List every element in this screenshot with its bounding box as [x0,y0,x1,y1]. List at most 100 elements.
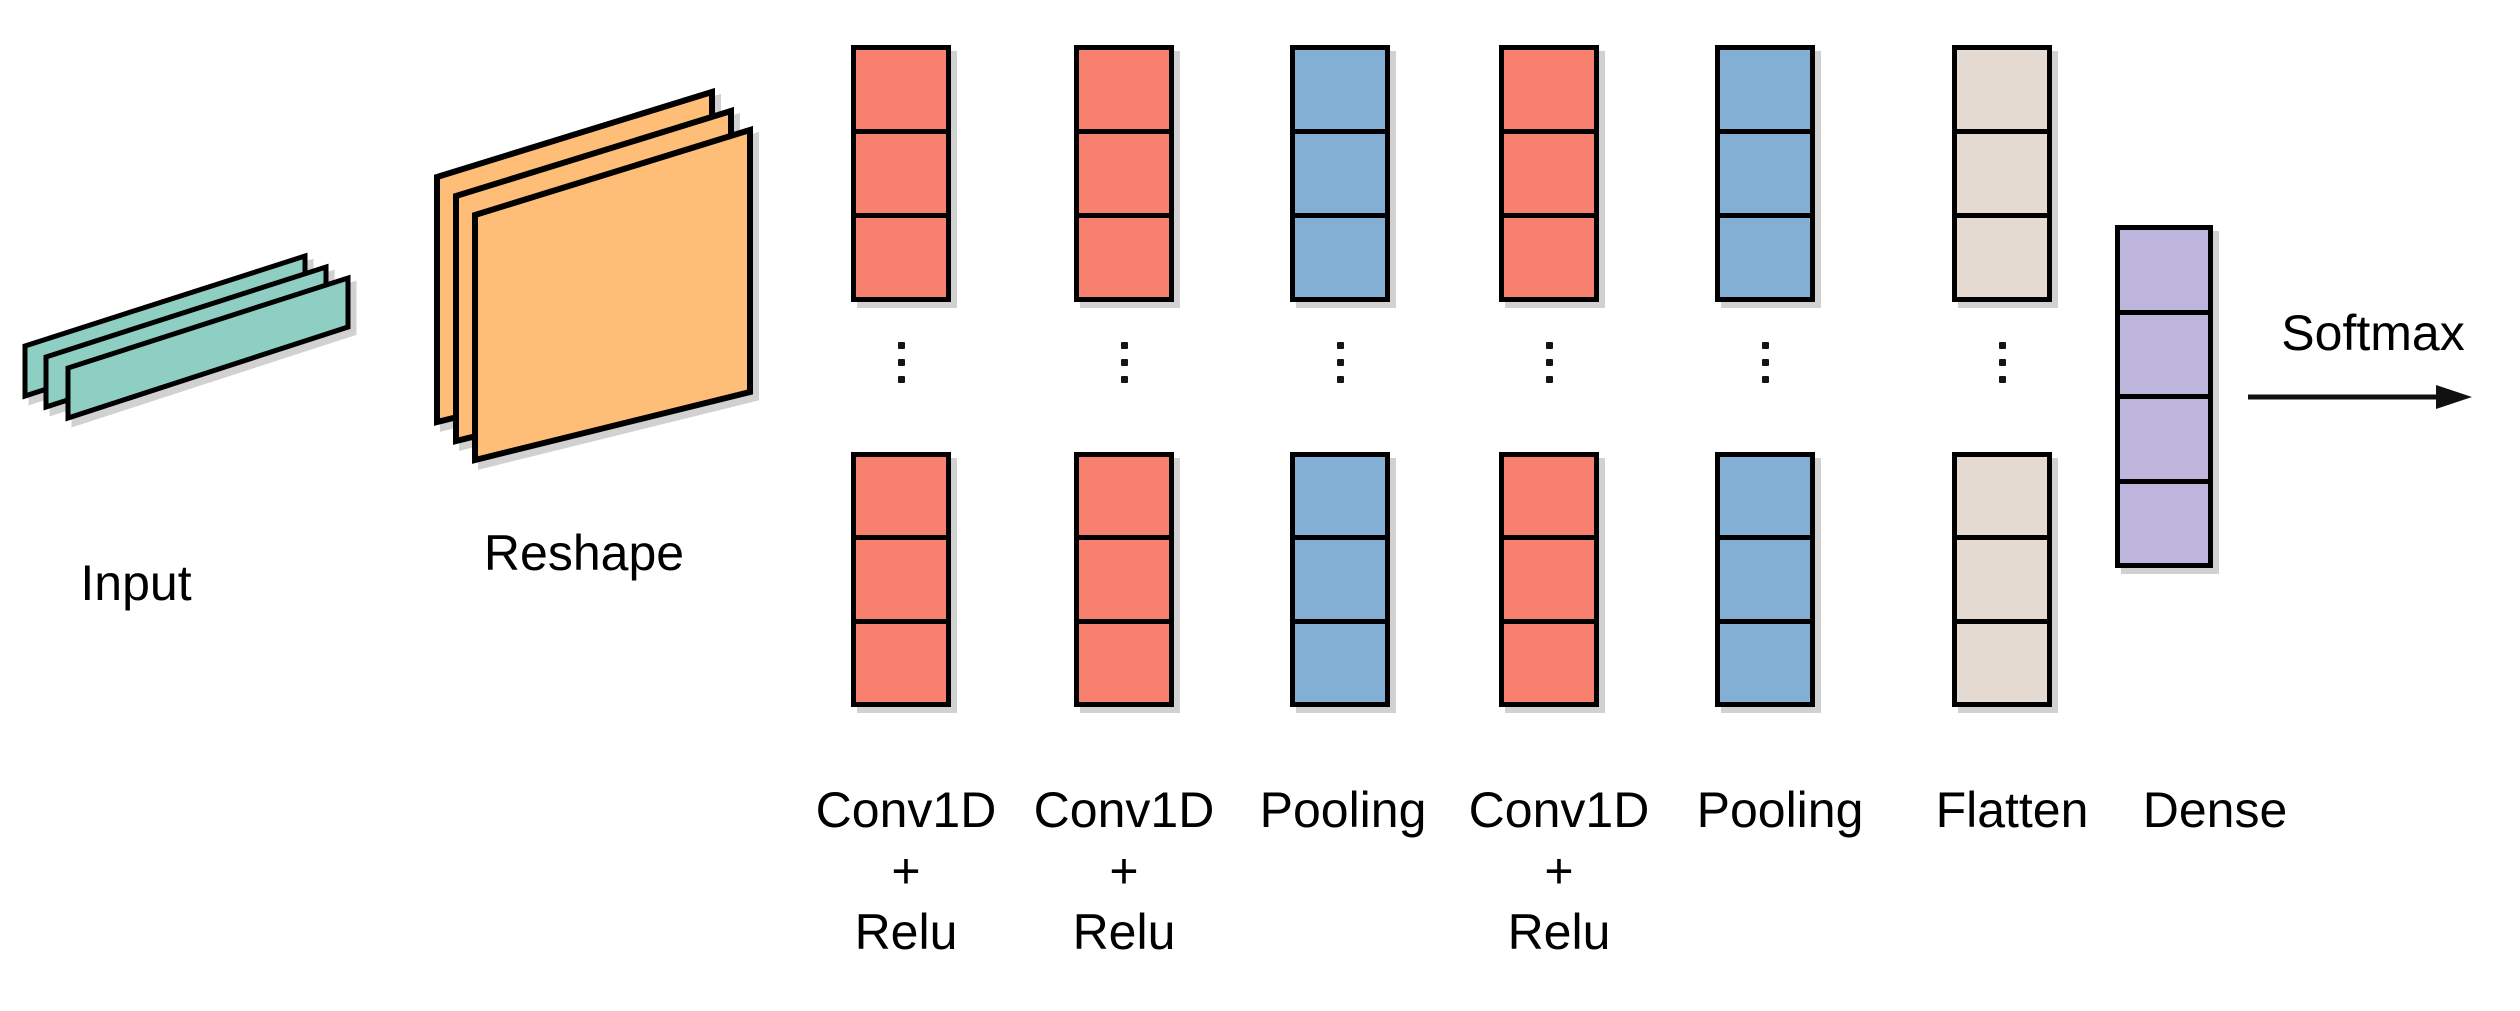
ellipsis-dots [1074,342,1174,383]
label-pooling-1: Pooling [1260,780,1427,841]
block-cell [856,50,946,129]
block-cell [1504,618,1594,702]
block-cell [1957,213,2047,297]
label-line: Pooling [1696,782,1864,838]
conv1d-1-bottom-blocks [851,452,951,707]
input-sheet-front [65,274,351,422]
dot [897,376,905,383]
label-flatten: Flatten [1936,780,2089,841]
ellipsis-dots [851,342,951,383]
dot [1998,359,2006,366]
label-line: + [1544,843,1574,899]
block-cell [2120,230,2208,310]
block-cell [1720,535,1810,619]
label-line: Conv1D [1468,782,1650,838]
block-cell [856,618,946,702]
flatten-bottom-blocks [1952,452,2052,707]
layer-column-pooling-1 [1290,45,1390,707]
dense-blocks [2115,225,2213,568]
input-label: Input [80,555,192,611]
block-cell [1957,457,2047,536]
block-cell [1295,129,1385,213]
label-line: Pooling [1259,782,1427,838]
arrow-head [2436,385,2472,409]
block-cell [1079,213,1169,297]
block-cell [1720,50,1810,129]
block-cell [1295,457,1385,536]
block-cell [1504,535,1594,619]
dot [1998,342,2006,349]
dot [897,359,905,366]
block-cell [856,457,946,536]
pooling-2-bottom-blocks [1715,452,1815,707]
block-cell [1720,213,1810,297]
dot [1545,359,1553,366]
block-cell [1079,535,1169,619]
block-cell [2120,478,2208,563]
block-cell [1079,618,1169,702]
ellipsis-dots [1499,342,1599,383]
dot [1998,376,2006,383]
reshape-label: Reshape [483,525,685,581]
label-conv1d-1: Conv1D + Relu [816,780,997,963]
input-stack-icon [22,252,351,422]
block-cell [856,213,946,297]
ellipsis-dots [1952,342,2052,383]
block-cell [1295,50,1385,129]
conv1d-3-top-blocks [1499,45,1599,302]
conv1d-1-top-blocks [851,45,951,302]
block-cell [856,129,946,213]
dot [897,342,905,349]
conv1d-3-bottom-blocks [1499,452,1599,707]
dot [1336,342,1344,349]
block-cell [1079,50,1169,129]
softmax-label: Softmax [2281,305,2465,361]
dot [1761,342,1769,349]
dot [1545,376,1553,383]
block-cell [2120,394,2208,479]
block-cell [2120,309,2208,394]
layer-column-conv1d-1 [851,45,951,707]
label-conv1d-2: Conv1D + Relu [1034,780,1215,963]
layer-column-conv1d-3 [1499,45,1599,707]
block-cell [1295,213,1385,297]
pooling-1-top-blocks [1290,45,1390,302]
dot [1336,376,1344,383]
block-cell [1504,50,1594,129]
label-line: Flatten [1935,782,2089,838]
label-line: Conv1D [1033,782,1215,838]
label-line: Relu [1507,904,1611,960]
label-conv1d-3: Conv1D + Relu [1469,780,1650,963]
label-line: Dense [2142,782,2288,838]
dot [1761,359,1769,366]
dot [1545,342,1553,349]
dot [1336,359,1344,366]
block-cell [1957,618,2047,702]
block-cell [1504,213,1594,297]
layer-column-flatten [1952,45,2052,707]
block-cell [1504,129,1594,213]
label-line: Relu [854,904,958,960]
layer-column-dense [2115,225,2213,568]
layer-column-conv1d-2 [1074,45,1174,707]
block-cell [1720,129,1810,213]
dot [1120,342,1128,349]
block-cell [1957,535,2047,619]
block-cell [1079,457,1169,536]
softmax-arrow-icon [2248,385,2472,409]
pooling-2-top-blocks [1715,45,1815,302]
reshape-stack-icon [434,87,753,464]
layer-column-pooling-2 [1715,45,1815,707]
block-cell [1295,535,1385,619]
block-cell [1079,129,1169,213]
dot [1120,359,1128,366]
label-line: + [1109,843,1139,899]
block-cell [1957,50,2047,129]
block-cell [1504,457,1594,536]
reshape-sheet-front [472,125,753,464]
label-dense: Dense [2143,780,2288,841]
block-cell [1720,618,1810,702]
conv1d-2-bottom-blocks [1074,452,1174,707]
ellipsis-dots [1290,342,1390,383]
